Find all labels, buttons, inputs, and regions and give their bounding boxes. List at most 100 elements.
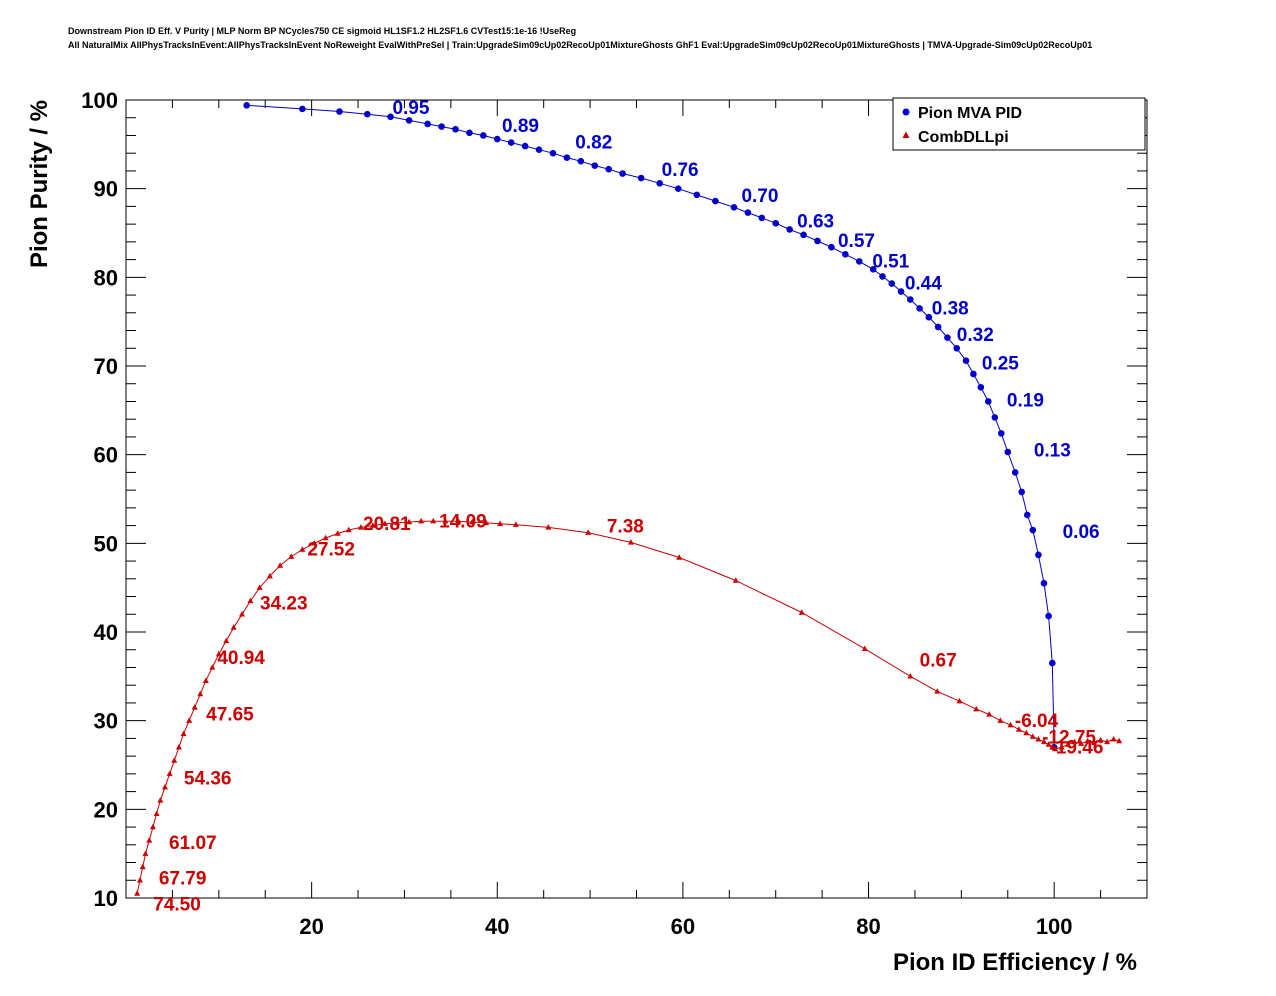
data-point-pion-mva-pid [549, 149, 557, 157]
legend: Pion MVA PID CombDLLpi [892, 97, 1146, 151]
data-point-combdllpi [180, 730, 187, 737]
data-point-combdllpi [175, 743, 182, 750]
data-point-combdllpi [1065, 741, 1072, 747]
cut-label-pion-mva-pid: 0.76 [662, 160, 699, 181]
data-point-combdllpi [1007, 721, 1014, 728]
data-point-pion-mva-pid [563, 154, 571, 161]
data-point-pion-mva-pid [953, 344, 961, 352]
data-point-pion-mva-pid [424, 120, 431, 128]
data-point-pion-mva-pid [535, 146, 543, 153]
data-point-combdllpi [907, 673, 914, 679]
data-point-pion-mva-pid [828, 243, 835, 251]
data-point-pion-mva-pid [970, 370, 977, 378]
cut-label-combdllpi: 0.67 [920, 650, 957, 671]
cut-label-pion-mva-pid: 0.51 [872, 251, 909, 272]
data-point-combdllpi [134, 890, 141, 896]
y-tick-label: 100 [81, 88, 118, 113]
legend-entry-combdllpi: CombDLLpi [918, 129, 1009, 146]
data-point-pion-mva-pid [916, 305, 923, 312]
data-point-combdllpi [215, 650, 222, 657]
legend-entry-pion-mva-pid: Pion MVA PID [918, 105, 1022, 122]
cut-label-pion-mva-pid: 0.70 [741, 186, 778, 207]
data-point-combdllpi [986, 711, 993, 717]
data-point-combdllpi [973, 705, 980, 712]
x-axis-title: Pion ID Efficiency / % [893, 949, 1137, 976]
cut-label-pion-mva-pid: 0.89 [502, 116, 539, 137]
data-point-combdllpi [288, 553, 295, 559]
data-point-pion-mva-pid [925, 313, 933, 321]
data-point-combdllpi [483, 519, 490, 526]
data-point-combdllpi [406, 518, 413, 525]
data-point-pion-mva-pid [480, 132, 487, 139]
data-point-combdllpi [512, 521, 519, 527]
data-point-pion-mva-pid [1045, 612, 1052, 620]
data-point-combdllpi [1071, 738, 1078, 745]
data-point-combdllpi [161, 783, 168, 790]
data-point-combdllpi [1084, 737, 1091, 744]
data-point-pion-mva-pid [336, 108, 343, 115]
y-tick-label: 20 [94, 797, 118, 822]
data-point-combdllpi [956, 697, 963, 704]
y-tick-label: 50 [94, 531, 118, 556]
data-point-combdllpi [202, 677, 209, 683]
cut-label-combdllpi: 54.36 [184, 768, 232, 789]
data-point-combdllpi [334, 530, 341, 536]
data-point-pion-mva-pid [744, 209, 752, 216]
data-point-pion-mva-pid [814, 237, 821, 245]
legend-box [892, 97, 1146, 151]
data-point-pion-mva-pid [387, 113, 394, 121]
data-point-pion-mva-pid [674, 185, 682, 192]
data-point-pion-mva-pid [944, 334, 951, 341]
y-axis-title: Pion Purity / % [26, 100, 53, 268]
cut-label-pion-mva-pid: 0.63 [797, 212, 834, 233]
data-point-pion-mva-pid [405, 117, 413, 124]
axis-tick-labels: 20 40 60 80 100 10 20 30 40 50 60 70 80 90 100 [81, 88, 1072, 939]
plot-title-line-2: All NaturalMix AllPhysTracksInEvent:AllP… [68, 40, 1093, 50]
data-point-pion-mva-pid [800, 231, 807, 239]
axis-ticks [126, 99, 1148, 899]
data-point-pion-mva-pid [243, 102, 250, 109]
data-point-combdllpi [1049, 743, 1056, 750]
data-point-combdllpi [239, 610, 246, 617]
cut-label-combdllpi: 14.09 [439, 511, 487, 532]
data-point-pion-mva-pid [591, 162, 599, 169]
y-tick-label: 60 [94, 443, 118, 468]
y-tick-label: 40 [94, 620, 118, 645]
y-tick-label: 30 [94, 709, 118, 734]
data-point-combdllpi [357, 524, 364, 530]
data-point-combdllpi [1040, 738, 1047, 745]
data-point-pion-mva-pid [984, 398, 992, 405]
data-point-pion-mva-pid [897, 288, 905, 295]
data-point-combdllpi [266, 572, 273, 579]
data-point-combdllpi [247, 597, 254, 604]
data-point-combdllpi [256, 584, 263, 590]
data-point-pion-mva-pid [507, 139, 515, 146]
cut-value-labels: 0.95 0.89 0.82 0.76 0.70 0.630.570.510.44 0.38… [153, 98, 1103, 915]
data-point-combdllpi [1116, 737, 1123, 744]
data-point-combdllpi [197, 690, 204, 697]
data-point-pion-mva-pid [730, 203, 738, 211]
data-point-combdllpi [1078, 740, 1085, 746]
cut-label-pion-mva-pid: 0.95 [392, 98, 429, 119]
y-tick-label: 80 [94, 265, 118, 290]
data-point-combdllpi [369, 522, 376, 528]
data-point-combdllpi [1045, 741, 1052, 747]
cut-label-combdllpi: -19.46 [1050, 737, 1104, 758]
data-point-combdllpi [311, 540, 318, 546]
data-point-combdllpi [166, 770, 173, 777]
data-point-pion-mva-pid [466, 129, 473, 137]
data-point-pion-mva-pid [977, 383, 985, 391]
cut-label-combdllpi: 27.52 [307, 540, 355, 561]
data-point-combdllpi [418, 517, 425, 524]
data-point-combdllpi [1023, 729, 1030, 736]
cut-label-pion-mva-pid: 0.44 [905, 274, 942, 295]
data-point-combdllpi [1058, 743, 1065, 750]
data-series [134, 102, 1123, 896]
y-tick-label: 10 [94, 886, 118, 911]
data-point-pion-mva-pid [619, 170, 626, 177]
data-point-pion-mva-pid [997, 430, 1005, 437]
data-point-combdllpi [191, 704, 198, 710]
data-point-pion-mva-pid [1011, 469, 1019, 476]
cut-label-pion-mva-pid: 0.32 [957, 325, 994, 346]
